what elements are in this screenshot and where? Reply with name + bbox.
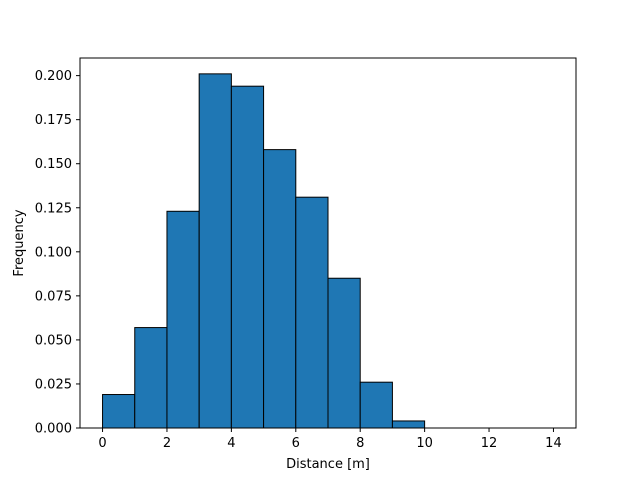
histogram-bar	[295, 196, 329, 429]
y-tick-label: 0.175	[35, 113, 72, 128]
histogram-bar	[327, 277, 361, 429]
histogram-bar	[166, 210, 200, 429]
y-tick-label: 0.100	[35, 245, 72, 260]
y-tick-label: 0.000	[35, 422, 72, 437]
y-tick-label: 0.025	[35, 377, 72, 392]
histogram-bar	[198, 73, 232, 429]
x-axis-label: Distance [m]	[286, 457, 370, 472]
histogram-bar	[230, 85, 265, 429]
y-axis: 0.000 0.025 0.050 0.075 0.100 0.125 0.150 0.175…	[35, 69, 80, 437]
y-tick-label: 0.200	[35, 69, 72, 84]
x-tick-label: 12	[481, 436, 498, 451]
histogram-bar	[391, 420, 426, 429]
x-tick-label: 14	[545, 436, 562, 451]
x-tick-label: 6	[292, 436, 300, 451]
y-tick-label: 0.150	[35, 157, 72, 172]
y-tick-label: 0.075	[35, 289, 72, 304]
x-tick-label: 2	[163, 436, 171, 451]
bars-group	[102, 73, 426, 429]
x-axis: 0 2 4 6 8 10 12 14	[98, 428, 562, 451]
histogram-bar	[359, 381, 393, 429]
histogram-bar	[102, 394, 136, 429]
x-tick-label: 4	[227, 436, 235, 451]
y-tick-label: 0.125	[35, 201, 72, 216]
y-tick-label: 0.050	[35, 333, 72, 348]
plot-area-frame	[79, 57, 577, 429]
x-tick-label: 0	[98, 436, 106, 451]
histogram-bar	[263, 149, 297, 429]
histogram-bar	[134, 327, 168, 429]
x-tick-label: 10	[416, 436, 433, 451]
x-tick-label: 8	[356, 436, 364, 451]
y-axis-label: Frequency	[12, 209, 27, 276]
